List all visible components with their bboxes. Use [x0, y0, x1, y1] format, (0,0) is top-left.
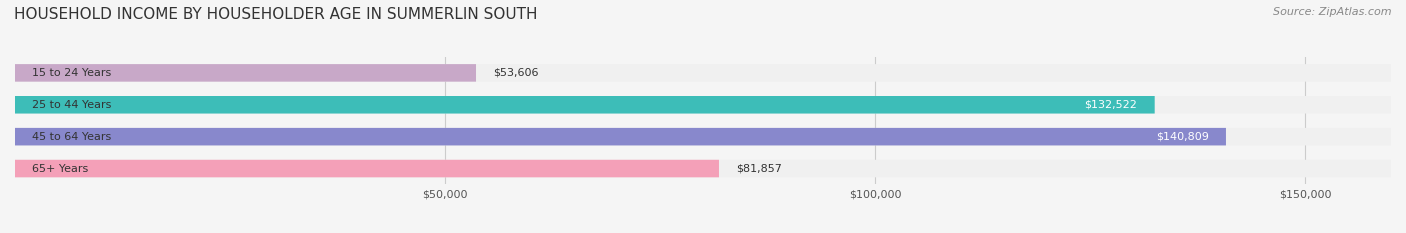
FancyBboxPatch shape	[15, 64, 477, 82]
Text: $132,522: $132,522	[1084, 100, 1137, 110]
Text: HOUSEHOLD INCOME BY HOUSEHOLDER AGE IN SUMMERLIN SOUTH: HOUSEHOLD INCOME BY HOUSEHOLDER AGE IN S…	[14, 7, 537, 22]
Text: $140,809: $140,809	[1156, 132, 1209, 142]
Text: Source: ZipAtlas.com: Source: ZipAtlas.com	[1274, 7, 1392, 17]
FancyBboxPatch shape	[15, 64, 1391, 82]
Text: $53,606: $53,606	[494, 68, 538, 78]
Text: 25 to 44 Years: 25 to 44 Years	[32, 100, 111, 110]
Text: 45 to 64 Years: 45 to 64 Years	[32, 132, 111, 142]
FancyBboxPatch shape	[15, 96, 1154, 113]
Text: 65+ Years: 65+ Years	[32, 164, 89, 174]
Text: 15 to 24 Years: 15 to 24 Years	[32, 68, 111, 78]
FancyBboxPatch shape	[15, 128, 1391, 145]
FancyBboxPatch shape	[15, 96, 1391, 113]
FancyBboxPatch shape	[15, 160, 718, 177]
Text: $81,857: $81,857	[737, 164, 782, 174]
FancyBboxPatch shape	[15, 160, 1391, 177]
FancyBboxPatch shape	[15, 128, 1226, 145]
